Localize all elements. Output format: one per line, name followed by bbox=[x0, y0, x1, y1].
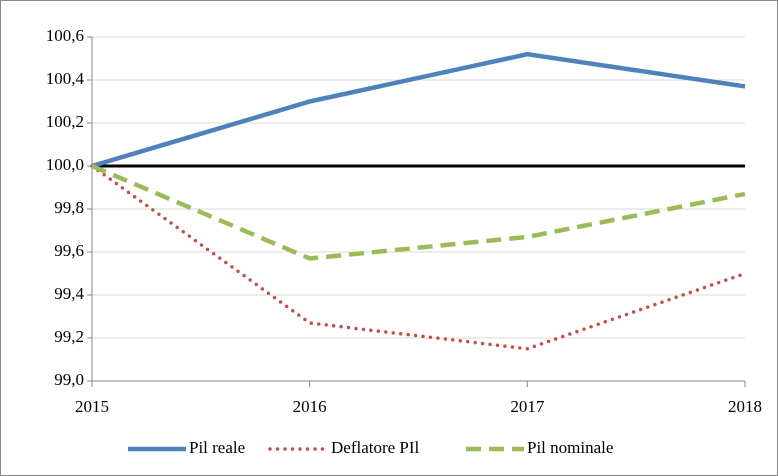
x-tick-label: 2015 bbox=[75, 397, 109, 416]
y-tick-label: 99,2 bbox=[54, 327, 84, 346]
legend-label: Pil reale bbox=[189, 438, 245, 457]
y-tick-label: 100,6 bbox=[46, 26, 84, 45]
legend-label: Deflatore PIl bbox=[331, 438, 420, 457]
y-tick-label: 100,4 bbox=[46, 69, 85, 88]
series-line bbox=[90, 164, 747, 351]
y-tick-label: 99,6 bbox=[54, 241, 84, 260]
y-tick-label: 99,8 bbox=[54, 198, 84, 217]
x-tick-label: 2018 bbox=[728, 397, 762, 416]
series-line bbox=[91, 163, 746, 261]
y-tick-label: 99,4 bbox=[54, 284, 84, 303]
y-tick-label: 100,2 bbox=[46, 112, 84, 131]
legend-label: Pil nominale bbox=[527, 438, 613, 457]
series-line bbox=[91, 51, 746, 169]
x-tick-label: 2017 bbox=[510, 397, 545, 416]
y-tick-label: 99,0 bbox=[54, 370, 84, 389]
y-tick-label: 100,0 bbox=[46, 155, 84, 174]
x-tick-label: 2016 bbox=[293, 397, 327, 416]
